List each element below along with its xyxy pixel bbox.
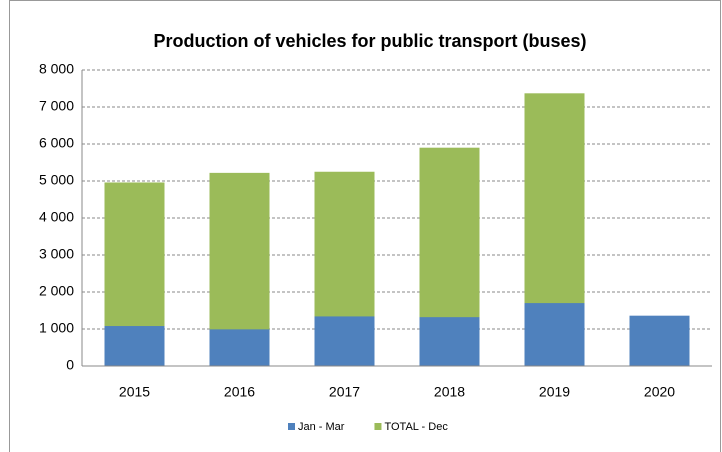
bar <box>419 317 480 366</box>
y-tick-label: 6 000 <box>39 135 74 151</box>
x-tick-label: 2018 <box>434 384 465 400</box>
y-tick-label: 3 000 <box>39 246 74 262</box>
bar <box>524 303 585 366</box>
bar <box>314 316 375 366</box>
y-tick-label: 0 <box>66 357 74 373</box>
y-tick-label: 1 000 <box>39 320 74 336</box>
y-tick-label: 5 000 <box>39 172 74 188</box>
y-tick-label: 7 000 <box>39 98 74 114</box>
y-tick-label: 2 000 <box>39 283 74 299</box>
y-tick-label: 4 000 <box>39 209 74 225</box>
legend-label: TOTAL - Dec <box>384 421 448 433</box>
legend-swatch <box>288 423 295 430</box>
x-tick-label: 2020 <box>644 384 675 400</box>
y-tick-label: 8 000 <box>39 61 74 77</box>
bar <box>629 315 690 366</box>
x-tick-label: 2017 <box>329 384 360 400</box>
legend-label: Jan - Mar <box>298 421 345 433</box>
chart-title: Production of vehicles for public transp… <box>153 31 586 51</box>
bar <box>104 326 165 366</box>
x-tick-label: 2016 <box>224 384 255 400</box>
chart-border <box>9 0 721 452</box>
bar <box>209 329 270 366</box>
x-tick-label: 2019 <box>539 384 570 400</box>
x-tick-label: 2015 <box>119 384 150 400</box>
legend-swatch <box>374 423 382 430</box>
